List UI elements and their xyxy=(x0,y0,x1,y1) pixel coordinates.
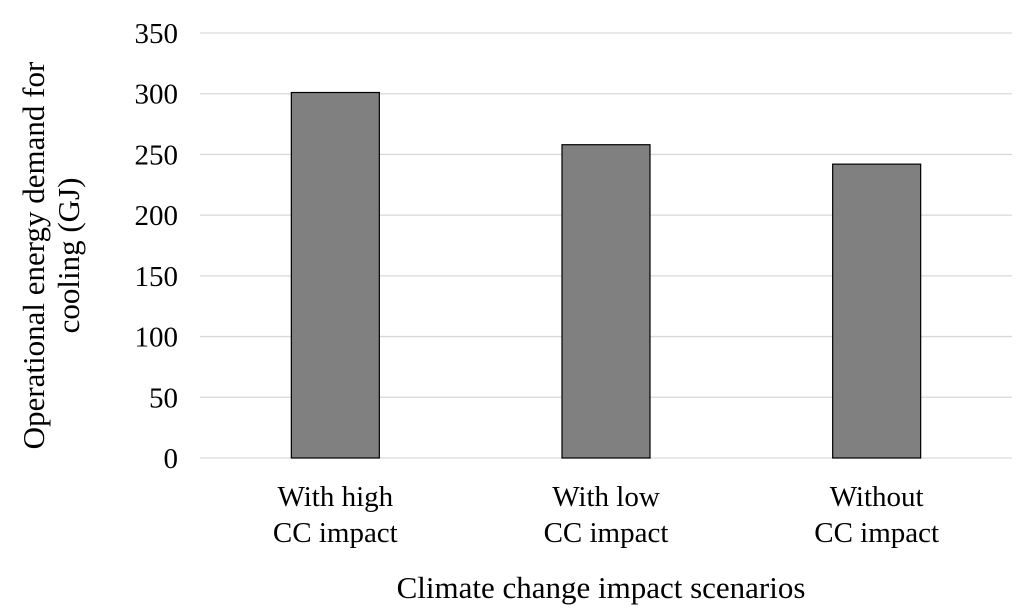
x-category-label: With low CC impact xyxy=(544,481,669,549)
x-axis-categories: With high CC impact With low CC impact Witho… xyxy=(273,481,939,549)
x-axis-title: Climate change impact scenarios xyxy=(397,570,806,605)
y-tick-label: 0 xyxy=(164,443,179,475)
y-tick-label: 250 xyxy=(135,139,179,171)
x-category-label: With high CC impact xyxy=(273,481,398,549)
bar-1 xyxy=(290,91,380,459)
y-tick-label: 200 xyxy=(135,200,179,232)
y-tick-label: 150 xyxy=(135,261,179,293)
y-axis-title-text: Operational energy demand forcooling (GJ… xyxy=(16,61,86,449)
y-tick-label: 350 xyxy=(135,18,179,50)
y-tick-label: 50 xyxy=(149,382,178,414)
bars xyxy=(290,91,922,459)
bar-3 xyxy=(832,163,922,459)
y-axis-title: Operational energy demand forcooling (GJ… xyxy=(16,61,86,449)
bar-2 xyxy=(561,144,651,459)
y-tick-label: 300 xyxy=(135,79,179,111)
x-category-label: Without CC impact xyxy=(814,481,939,549)
y-axis-ticks: 0 50 100 150 200 250 300 350 xyxy=(135,18,179,475)
y-tick-label: 100 xyxy=(135,322,179,354)
